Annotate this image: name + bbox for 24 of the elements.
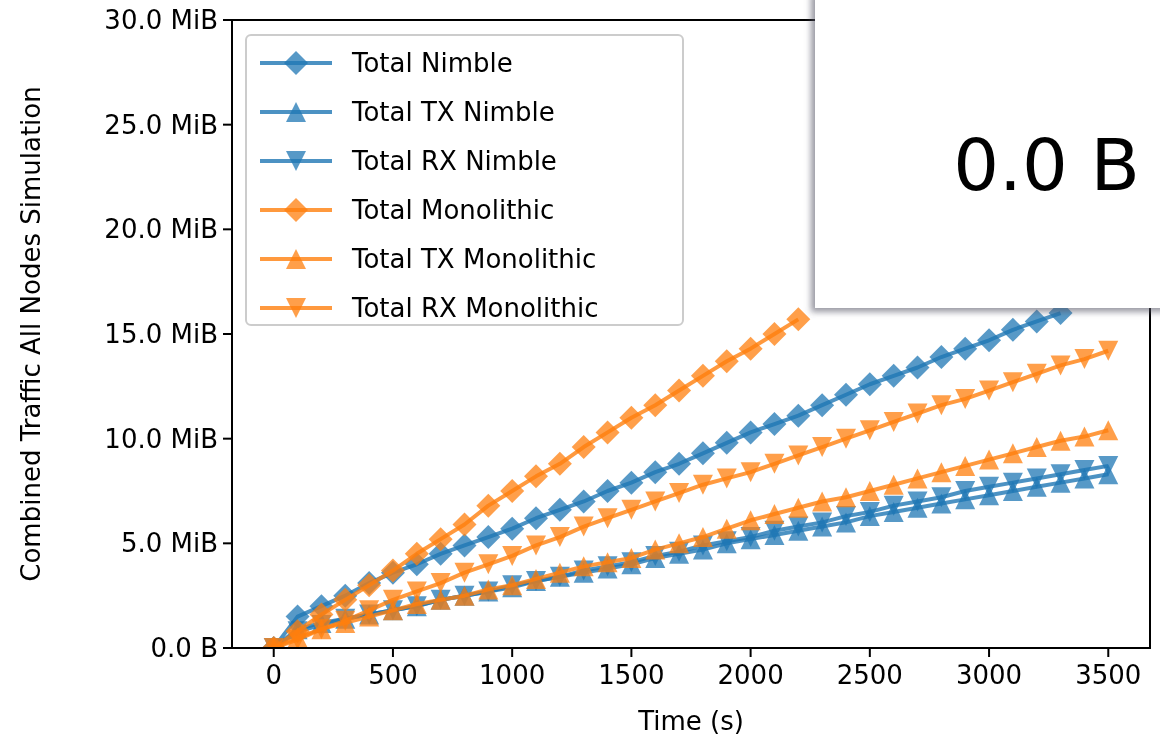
y-tick-label: 15.0 MiB <box>104 319 218 349</box>
y-axis-title: Combined Traffic All Nodes Simulation <box>16 86 46 582</box>
legend-label: Total TX Nimble <box>351 97 555 127</box>
x-axis-title: Time (s) <box>637 706 744 736</box>
legend-label: Total RX Monolithic <box>351 293 599 323</box>
y-tick-label: 25.0 MiB <box>104 109 218 140</box>
legend-label: Total RX Nimble <box>351 146 557 176</box>
x-tick-label: 1500 <box>598 660 665 690</box>
legend-label: Total Nimble <box>351 48 513 78</box>
x-tick-label: 500 <box>368 660 418 690</box>
annotation: 0.0 B <box>953 123 1140 207</box>
y-tick-label: 0.0 B <box>150 633 218 663</box>
y-tick-label: 20.0 MiB <box>104 214 218 245</box>
x-tick-label: 0 <box>265 660 282 690</box>
legend-label: Total TX Monolithic <box>351 244 597 274</box>
y-tick-label: 30.0 MiB <box>104 5 218 35</box>
legend-label: Total Monolithic <box>351 195 555 225</box>
y-tick-label: 10.0 MiB <box>104 423 218 454</box>
x-tick-label: 3000 <box>955 660 1023 690</box>
x-tick-label: 2000 <box>717 660 784 690</box>
x-tick-label: 3500 <box>1075 660 1142 690</box>
x-tick-label: 2500 <box>836 660 903 690</box>
y-tick-label: 5.0 MiB <box>120 528 218 559</box>
x-tick-label: 1000 <box>479 660 546 690</box>
